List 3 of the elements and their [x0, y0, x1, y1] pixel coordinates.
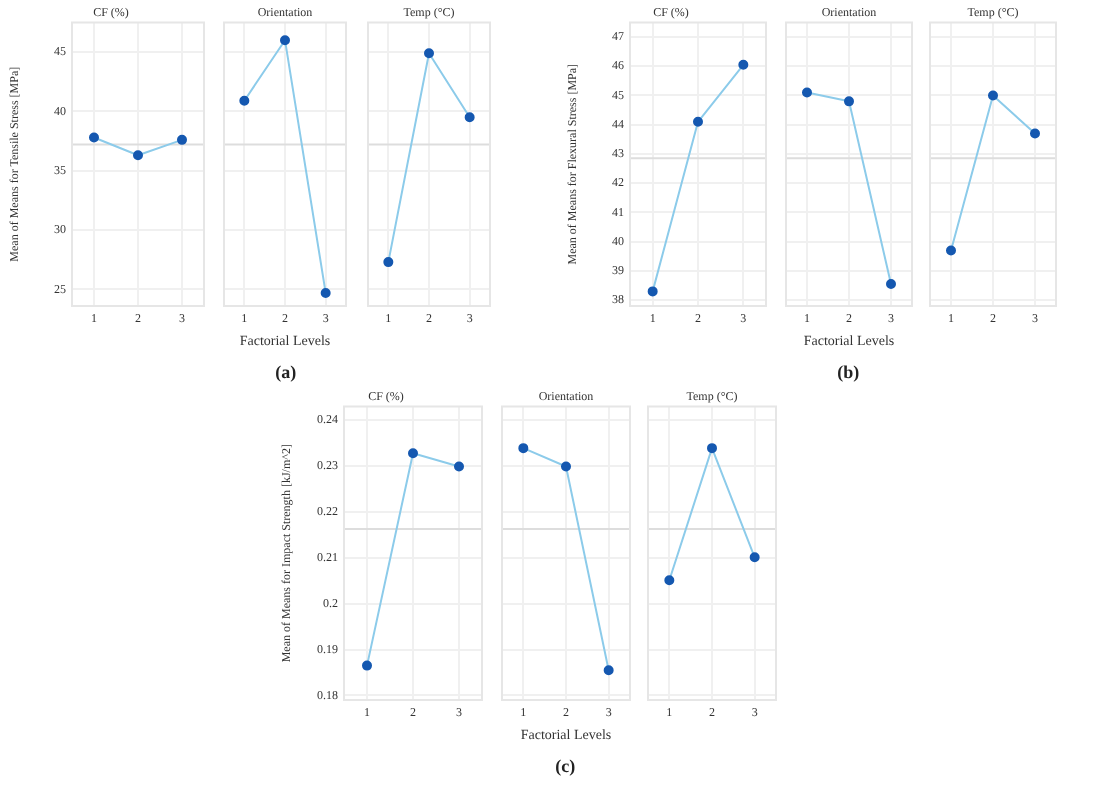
text: (b) — [835, 362, 862, 382]
text: (c) — [553, 756, 578, 776]
text: (a) — [273, 362, 299, 382]
